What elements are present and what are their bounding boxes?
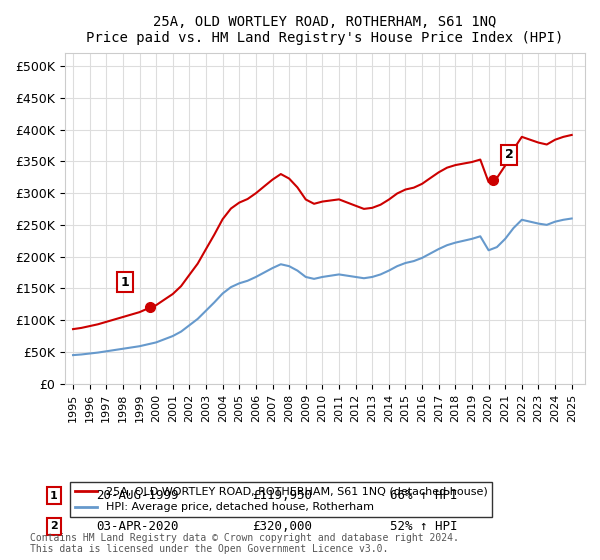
Text: 1: 1 (121, 276, 130, 288)
Text: 2: 2 (50, 521, 58, 531)
Text: 03-APR-2020: 03-APR-2020 (96, 520, 179, 533)
Text: 2: 2 (505, 148, 514, 161)
Text: £119,950: £119,950 (252, 489, 312, 502)
Text: Contains HM Land Registry data © Crown copyright and database right 2024.
This d: Contains HM Land Registry data © Crown c… (30, 533, 459, 554)
Legend: 25A, OLD WORTLEY ROAD, ROTHERHAM, S61 1NQ (detached house), HPI: Average price, : 25A, OLD WORTLEY ROAD, ROTHERHAM, S61 1N… (70, 483, 492, 517)
Text: 1: 1 (50, 491, 58, 501)
Text: £320,000: £320,000 (252, 520, 312, 533)
Text: 20-AUG-1999: 20-AUG-1999 (96, 489, 179, 502)
Text: 52% ↑ HPI: 52% ↑ HPI (390, 520, 458, 533)
Title: 25A, OLD WORTLEY ROAD, ROTHERHAM, S61 1NQ
Price paid vs. HM Land Registry's Hous: 25A, OLD WORTLEY ROAD, ROTHERHAM, S61 1N… (86, 15, 563, 45)
Text: 66% ↑ HPI: 66% ↑ HPI (390, 489, 458, 502)
